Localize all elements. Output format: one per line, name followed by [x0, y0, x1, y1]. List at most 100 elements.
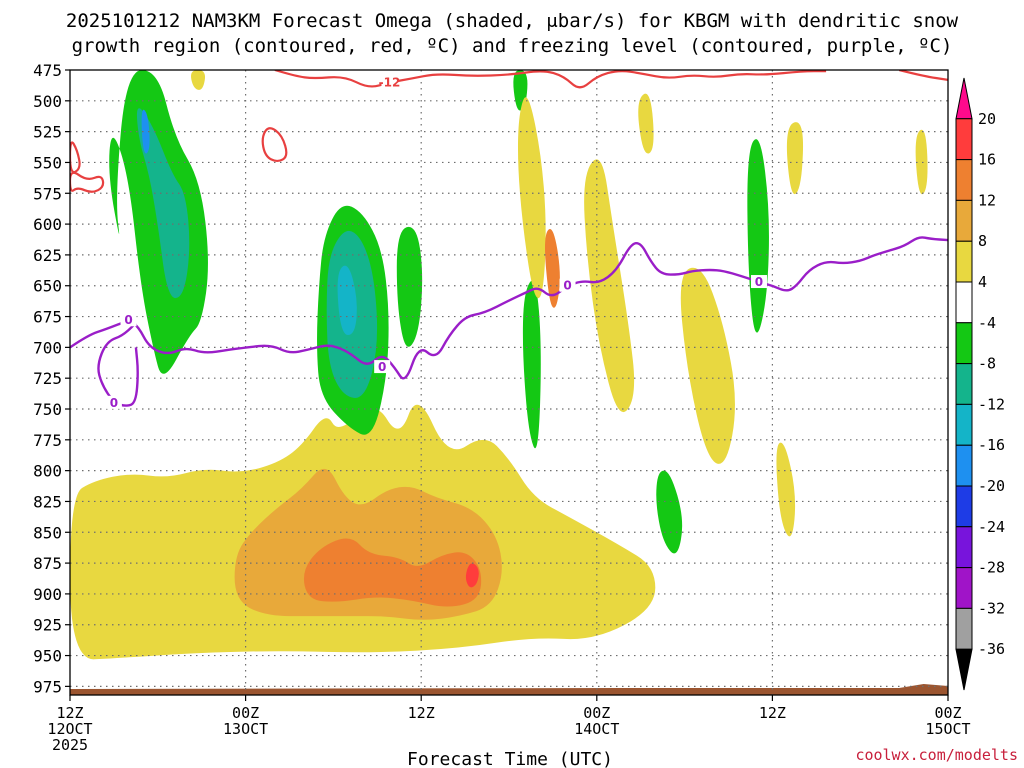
plot-frame [69, 69, 949, 696]
colorbar-label: -20 [978, 477, 1005, 495]
colorbar-label: -24 [978, 518, 1005, 536]
x-tick-label: 12Z [759, 704, 786, 722]
colorbar-label: -16 [978, 436, 1005, 454]
colorbar-swatch [955, 444, 973, 487]
dendritic-contour-label-bg [381, 75, 398, 89]
colorbar-label: -12 [978, 395, 1005, 413]
x-axis-label: Forecast Time (UTC) [407, 749, 613, 768]
colorbar-swatch [955, 567, 973, 609]
freezing-contour-label: 0 [563, 279, 571, 293]
y-tick-label: 875 [33, 554, 62, 573]
dendritic-contour-loop [70, 171, 105, 193]
omega-region-16 [584, 159, 635, 413]
x-tick-label: 00Z [583, 704, 610, 722]
omega-region-23 [915, 129, 928, 195]
dendritic-contour-loop [261, 127, 288, 163]
dendritic-contour [274, 70, 827, 89]
y-tick-label: 950 [33, 647, 62, 666]
y-tick-label: 975 [33, 677, 62, 696]
y-tick-label: 925 [33, 616, 62, 635]
colorbar-swatch [955, 403, 973, 446]
omega-region-13 [522, 280, 541, 449]
omega-region-20 [747, 139, 769, 333]
omega-region-17 [680, 267, 735, 464]
y-tick-label: 525 [33, 123, 62, 142]
colorbar-swatch [955, 363, 973, 405]
pressure-axis: 475 500 525 550 575 600 625 650 675 700 725 750 775 8… [33, 61, 70, 696]
omega-region-15 [544, 229, 560, 308]
dendritic-contour-right [898, 70, 948, 81]
omega-region-22 [190, 70, 206, 90]
y-tick-label: 800 [33, 462, 62, 481]
colorbar-swatch [955, 118, 973, 161]
colorbar-label: -36 [978, 640, 1005, 658]
omega-region-7 [141, 109, 150, 154]
chart-title: 2025101212 NAM3KM Forecast Omega (shaded… [66, 10, 959, 57]
colorbar-swatch [955, 240, 973, 283]
y-tick-label: 900 [33, 585, 62, 604]
colorbar-swatch [955, 199, 973, 242]
contour-lines: -12 0 0 0 0 0 [70, 70, 948, 410]
omega-region-4 [465, 563, 479, 588]
x-tick-label: 00Z [232, 704, 259, 722]
colorbar-swatch [955, 77, 973, 120]
y-tick-label: 750 [33, 400, 62, 419]
omega-region-6 [136, 108, 190, 299]
omega-region-21 [656, 470, 683, 554]
x-tick-label: 12Z [56, 704, 83, 722]
colorbar-swatch [955, 648, 973, 691]
freezing-level-loop [97, 321, 139, 407]
colorbar-swatch [955, 485, 973, 528]
freezing-level-contour [70, 236, 948, 380]
y-tick-label: 475 [33, 61, 62, 80]
x-tick-label: 15OCT [925, 720, 970, 738]
x-tick-label: 00Z [934, 704, 961, 722]
colorbar-label: 4 [978, 273, 987, 291]
freezing-contour-label-bg [374, 360, 391, 374]
x-tick-label: 13OCT [223, 720, 268, 738]
freezing-contour-label-bg [750, 275, 767, 289]
freezing-contour-label-bg [559, 278, 576, 292]
y-tick-label: 825 [33, 492, 62, 511]
colorbar-swatch [955, 322, 973, 365]
omega-region-10 [337, 265, 357, 335]
dendritic-contour-loop [70, 141, 81, 174]
omega-region-18 [786, 122, 804, 195]
omega-region-24 [638, 93, 654, 154]
y-tick-label: 675 [33, 308, 62, 327]
colorbar-label: -28 [978, 559, 1005, 577]
omega-colorbar: 20 16 12 8 4 -4 -8 -12 -16 -20 -24 -28 -32 -36 [955, 77, 1005, 691]
colorbar-label: 20 [978, 110, 996, 128]
dendritic-contour-label: -12 [379, 75, 401, 89]
colorbar-swatch [955, 607, 973, 650]
colorbar-swatch [955, 281, 973, 324]
colorbar-label: -32 [978, 599, 1005, 617]
grid-lines [70, 70, 948, 695]
y-tick-label: 625 [33, 246, 62, 265]
y-tick-label: 550 [33, 153, 62, 172]
site-credit[interactable]: coolwx.com/modelts [855, 746, 1018, 764]
y-tick-label: 500 [33, 92, 62, 111]
chart-title-line-2: growth region (contoured, red, ºC) and f… [72, 35, 953, 57]
freezing-contour-label: 0 [378, 360, 386, 374]
omega-shaded-regions [70, 70, 948, 695]
freezing-contour-label-bg [105, 395, 122, 409]
colorbar-label: 8 [978, 232, 987, 250]
chart-title-line-1: 2025101212 NAM3KM Forecast Omega (shaded… [66, 10, 959, 32]
omega-region-19 [776, 442, 796, 537]
x-tick-label: 14OCT [574, 720, 619, 738]
colorbar-label: -8 [978, 355, 996, 373]
y-tick-label: 775 [33, 431, 62, 450]
x-tick-label: 12Z [408, 704, 435, 722]
freezing-contour-label-bg [120, 313, 137, 327]
freezing-contour-label: 0 [110, 396, 118, 410]
colorbar-label: -4 [978, 314, 996, 332]
colorbar-swatch [955, 526, 973, 569]
x-tick-label: 12OCT [47, 720, 92, 738]
omega-region-11 [396, 226, 423, 347]
y-tick-label: 600 [33, 215, 62, 234]
freezing-contour-label: 0 [124, 313, 132, 327]
y-tick-label: 725 [33, 369, 62, 388]
